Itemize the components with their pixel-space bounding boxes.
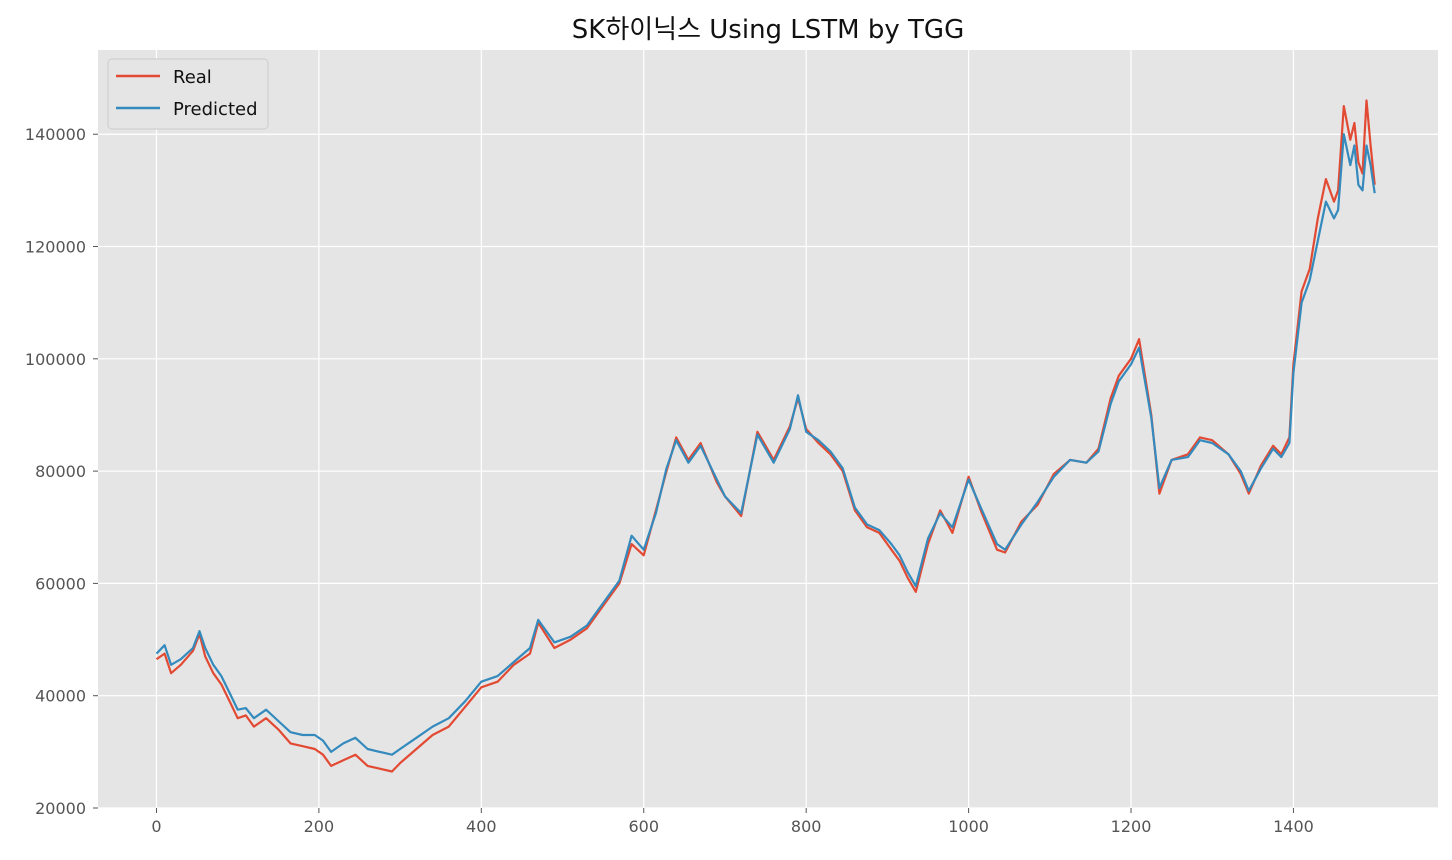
x-tick-label: 200 xyxy=(304,817,335,836)
legend-label-predicted: Predicted xyxy=(173,99,258,120)
y-tick-label: 100000 xyxy=(25,350,86,369)
x-tick-label: 1400 xyxy=(1273,817,1314,836)
plot-area xyxy=(98,50,1438,808)
x-tick-label: 800 xyxy=(791,817,822,836)
x-tick-label: 400 xyxy=(466,817,497,836)
grid-lines xyxy=(98,50,1438,809)
axis-tick-labels: 0 200 400 600 800 1000 1200 1400 20000 40000 60000… xyxy=(25,125,1314,836)
chart-title: SK하이닉스 Using LSTM by TGG xyxy=(572,15,964,45)
y-tick-label: 80000 xyxy=(35,462,86,481)
y-tick-label: 20000 xyxy=(35,799,86,818)
x-tick-label: 1000 xyxy=(948,817,989,836)
x-tick-label: 0 xyxy=(151,817,161,836)
x-tick-label: 600 xyxy=(628,817,659,836)
x-tick-label: 1200 xyxy=(1111,817,1152,836)
y-tick-label: 40000 xyxy=(35,687,86,706)
y-tick-label: 140000 xyxy=(25,125,86,144)
legend: Real Predicted xyxy=(107,58,269,130)
y-tick-label: 60000 xyxy=(35,574,86,593)
y-tick-label: 120000 xyxy=(25,238,86,257)
series-line-predicted xyxy=(155,133,1376,756)
series-lines xyxy=(155,99,1376,773)
legend-label-real: Real xyxy=(173,67,212,88)
